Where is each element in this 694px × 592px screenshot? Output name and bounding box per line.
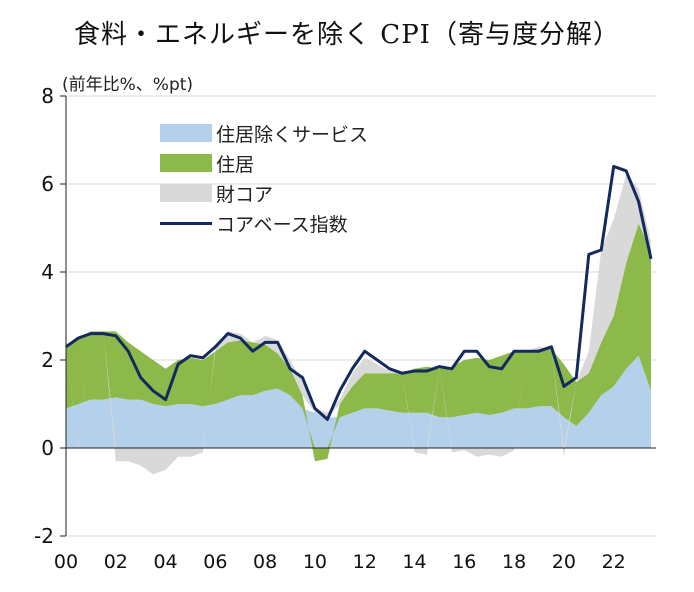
legend-label-core-goods: 財コア [216, 183, 274, 206]
y-tick-label-2: 2 [41, 348, 54, 372]
x-tick-label-11: 22 [602, 551, 626, 573]
x-tick-label-6: 12 [353, 551, 377, 573]
legend-label-shelter: 住居 [216, 153, 255, 176]
legend-swatch-services [160, 124, 212, 142]
y-tick-label-3: 4 [41, 260, 54, 284]
y-tick-label-1: 0 [41, 436, 54, 460]
y-tick-label-0: -2 [34, 524, 54, 548]
x-tick-label-4: 08 [253, 551, 277, 573]
legend-swatch-core-goods [160, 184, 212, 202]
legend-item-services: 住居除くサービス [160, 118, 368, 148]
legend-item-core-goods: 財コア [160, 178, 368, 208]
x-tick-label-8: 16 [452, 551, 476, 573]
area-series-0 [66, 355, 651, 448]
legend-item-core-index: コアベース指数 [160, 208, 368, 238]
legend-item-shelter: 住居 [160, 148, 368, 178]
x-tick-label-2: 04 [153, 551, 177, 573]
area-series-1 [66, 223, 651, 462]
x-tick-label-3: 06 [203, 551, 227, 573]
chart-title: 食料・エネルギーを除く CPI（寄与度分解） [74, 20, 620, 50]
line-series-core-index [65, 164, 653, 421]
x-tick-label-0: 00 [54, 551, 78, 573]
x-tick-label-10: 20 [552, 551, 576, 573]
legend-label-services: 住居除くサービス [216, 123, 369, 146]
unit-label: (前年比%、%pt) [62, 75, 194, 95]
legend-line-core-index [160, 221, 212, 225]
y-tick-label-4: 6 [41, 172, 54, 196]
x-tick-label-7: 14 [402, 551, 426, 573]
legend-swatch-shelter [160, 154, 212, 172]
x-tick-label-5: 10 [303, 551, 327, 573]
y-tick-label-5: 8 [41, 84, 54, 108]
x-tick-label-9: 18 [502, 551, 526, 573]
x-tick-label-1: 02 [104, 551, 128, 573]
legend-label-core-index: コアベース指数 [216, 213, 348, 236]
legend: 住居除くサービス 住居 財コア コアベース指数 [160, 118, 368, 238]
